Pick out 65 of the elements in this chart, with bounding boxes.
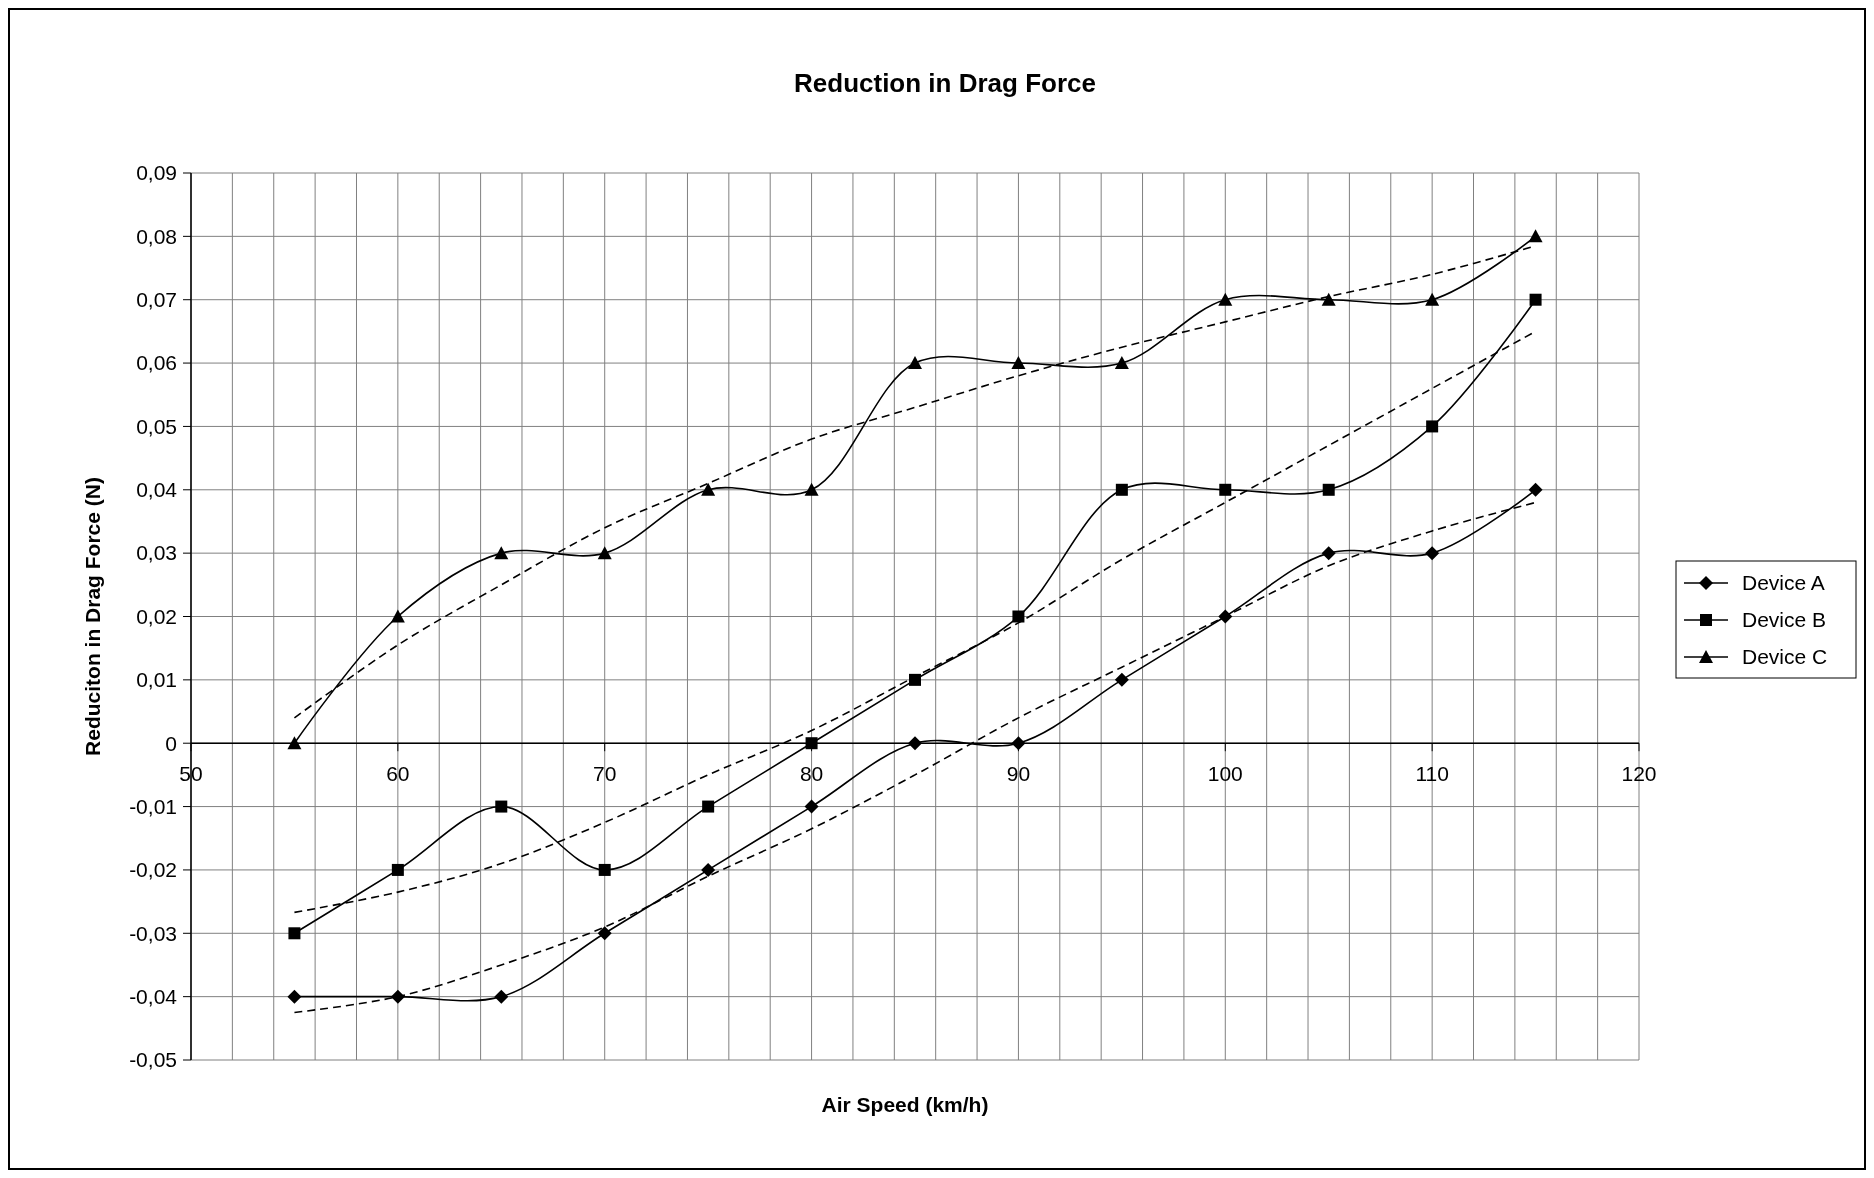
point [494, 546, 509, 560]
point [495, 800, 508, 813]
x-tick-label: 110 [1415, 762, 1449, 786]
legend-label: Device A [1742, 571, 1825, 595]
legend-label: Device C [1742, 645, 1828, 669]
point [1322, 483, 1335, 496]
point [805, 737, 818, 750]
point [1321, 292, 1336, 306]
y-tick-label: 0,06 [136, 351, 177, 375]
x-tick-label: 60 [386, 762, 410, 786]
y-tick-label: 0,01 [136, 668, 177, 692]
y-tick-label: 0,05 [136, 414, 177, 438]
point [1011, 736, 1026, 751]
legend-label: Device B [1742, 608, 1827, 632]
x-axis-title: Air Speed (km/h) [821, 1093, 989, 1116]
point [702, 800, 715, 813]
x-tick-label: 120 [1621, 762, 1657, 786]
y-tick-label: 0 [165, 731, 177, 755]
point [287, 736, 302, 750]
y-tick-label: -0,04 [129, 984, 178, 1008]
point [597, 926, 612, 941]
point [1528, 229, 1543, 243]
point [701, 482, 716, 496]
point [804, 482, 819, 496]
x-tick-label: 80 [799, 762, 824, 786]
point [288, 927, 301, 940]
point [1114, 672, 1129, 687]
point [597, 546, 612, 560]
point [1528, 482, 1543, 497]
y-tick-label: 0,07 [136, 288, 177, 312]
point [908, 736, 922, 751]
point [391, 863, 404, 876]
point [1115, 483, 1128, 496]
chart-title: Reduction in Drag Force [794, 68, 1096, 98]
point [1012, 610, 1025, 623]
x-tick-label: 70 [593, 762, 617, 786]
point [908, 356, 922, 370]
point [1321, 546, 1336, 561]
point [287, 989, 302, 1004]
point [1114, 356, 1129, 370]
point [701, 862, 716, 877]
point [1219, 483, 1232, 496]
y-tick-label: 0,02 [136, 604, 177, 628]
point [1011, 356, 1026, 370]
x-tick-label: 90 [1006, 762, 1031, 786]
point [390, 609, 405, 623]
y-tick-label: 0,08 [136, 224, 177, 248]
point [804, 799, 819, 814]
point [909, 673, 921, 686]
y-tick-label: 0,09 [136, 161, 177, 185]
y-tick-label: -0,02 [129, 858, 177, 882]
y-tick-label: -0,03 [129, 921, 177, 945]
point [1426, 420, 1439, 433]
point [598, 863, 611, 876]
y-tick-label: 0,03 [136, 541, 177, 565]
y-tick-label: -0,05 [129, 1048, 177, 1072]
y-axis-title: Reduciton in Drag Force (N) [81, 477, 104, 756]
y-tick-label: -0,01 [129, 794, 177, 818]
point [1529, 293, 1542, 306]
point [1425, 292, 1440, 306]
point [1425, 546, 1440, 561]
point [494, 989, 509, 1004]
x-tick-label: 100 [1207, 762, 1243, 786]
point [1218, 292, 1233, 306]
y-tick-label: 0,04 [136, 478, 178, 502]
